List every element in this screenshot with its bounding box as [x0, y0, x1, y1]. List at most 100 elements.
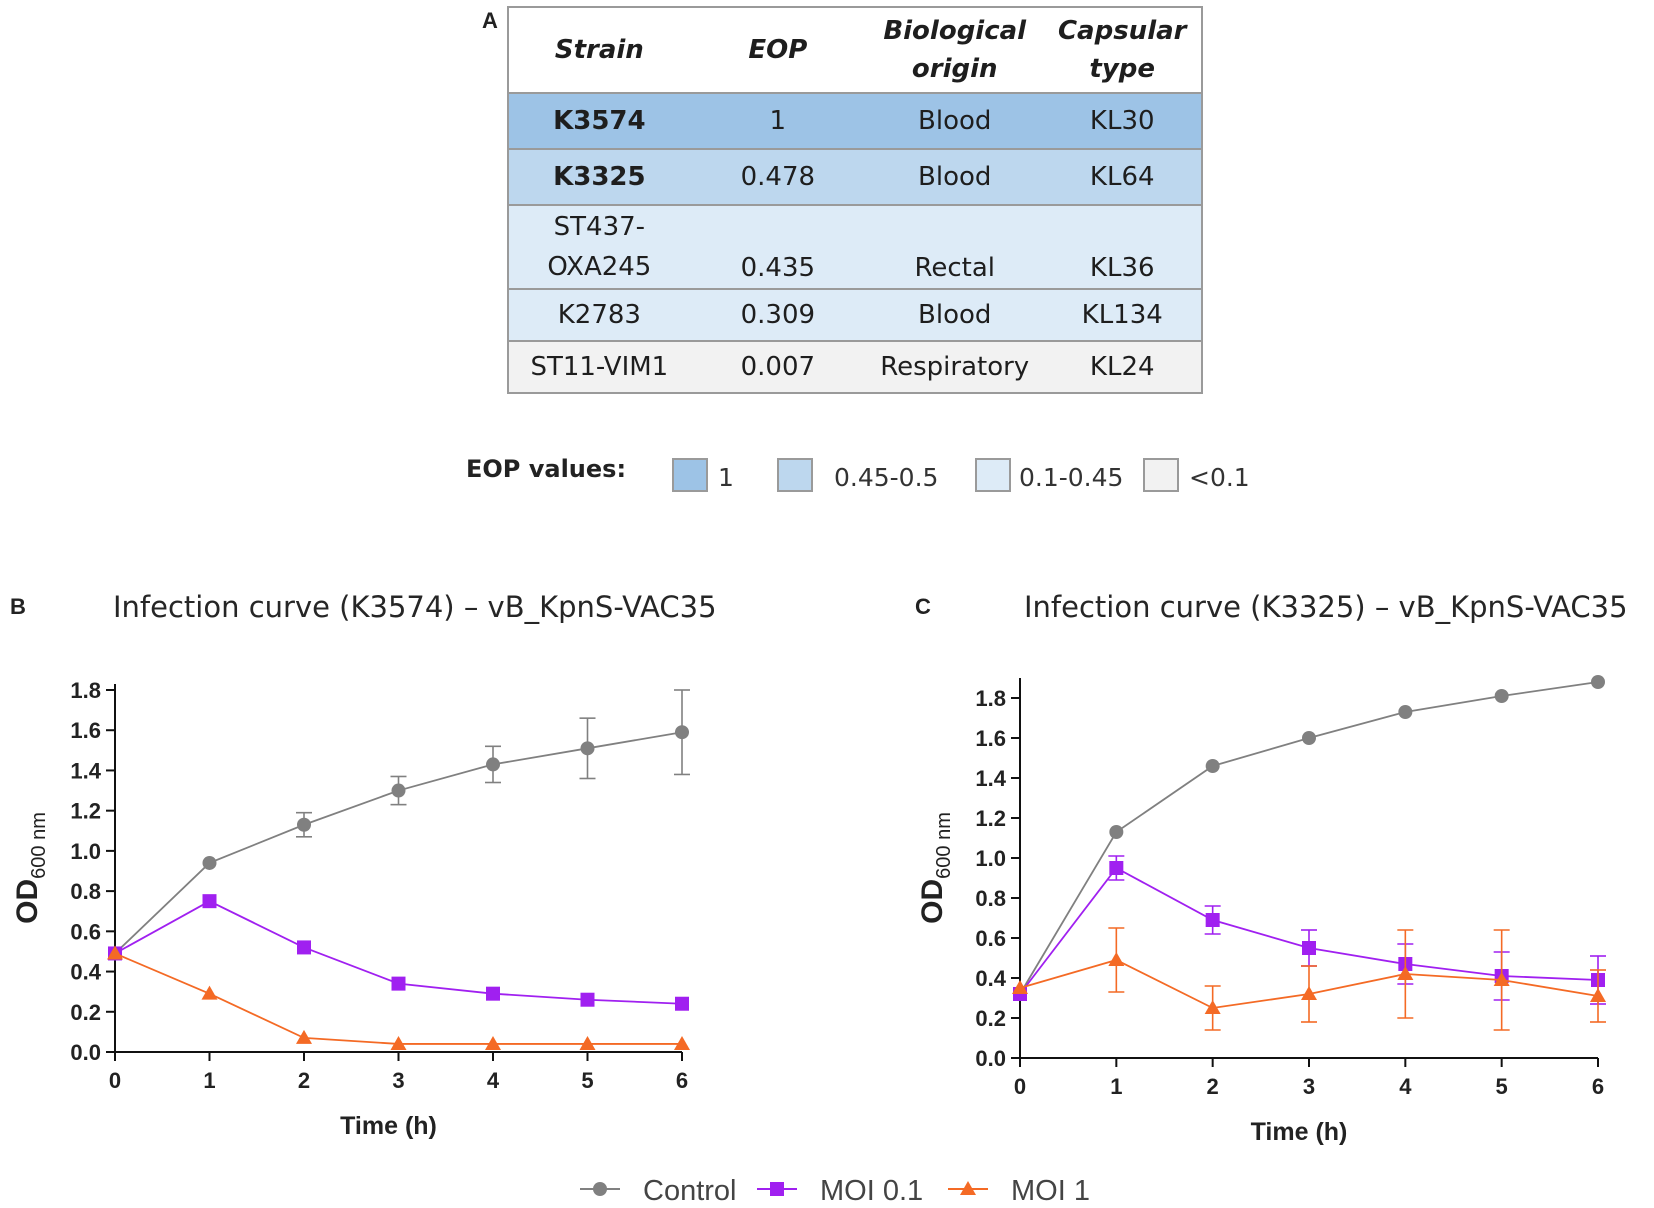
- series-moi-1: [1012, 927, 1606, 1031]
- x-tick-label: 4: [1399, 1074, 1412, 1099]
- y-tick-label: 0.4: [70, 960, 101, 985]
- legend-label: MOI 0.1: [820, 1175, 923, 1207]
- strain-name: ST11-VIM1: [530, 352, 669, 382]
- data-point: [1205, 913, 1220, 927]
- eop-legend-label: 1: [718, 463, 734, 492]
- data-point: [1301, 986, 1317, 1000]
- data-point: [1109, 861, 1124, 875]
- y-tick-label: 0.8: [70, 879, 101, 904]
- y-tick-label: 1.2: [975, 806, 1006, 831]
- table-row: K2783 0.309 Blood KL134: [508, 288, 1202, 341]
- table-row: K3574 1 Blood KL30: [508, 92, 1202, 149]
- x-tick-label: 0: [1014, 1074, 1026, 1099]
- header-origin-line1: Biological: [883, 16, 1027, 46]
- chart-c-title: Infection curve (K3325) – vB_KpnS-VAC35: [1024, 590, 1628, 624]
- eop-legend-label: 0.1-0.45: [1019, 463, 1124, 492]
- strain-name-line1: ST437-: [553, 212, 646, 242]
- strain-name: K2783: [557, 300, 641, 330]
- cell-capsular: KL64: [1043, 148, 1202, 205]
- data-point: [391, 976, 406, 991]
- x-tick-label: 4: [487, 1068, 500, 1093]
- cell-strain: K2783: [508, 288, 690, 341]
- cell-strain: K3574: [508, 92, 690, 149]
- series-line: [114, 731, 683, 955]
- strain-name-line2: OXA245: [547, 252, 652, 282]
- table-row: K3325 0.478 Blood KL64: [508, 148, 1202, 205]
- cell-eop: 0.309: [689, 288, 866, 341]
- data-point: [296, 1029, 312, 1044]
- eop-value: 0.435: [740, 253, 816, 283]
- data-point: [485, 1035, 501, 1050]
- y-tick-label: 0.0: [70, 1040, 101, 1065]
- header-origin-line2: origin: [911, 54, 998, 84]
- y-tick-label: 1.8: [975, 686, 1006, 711]
- eop-legend-swatch: [1143, 458, 1179, 492]
- y-tick-label: 1.0: [70, 839, 101, 864]
- cell-eop: 1: [689, 92, 866, 149]
- data-point: [107, 945, 123, 960]
- series-moi-0-1: [108, 894, 689, 1011]
- data-point: [1302, 731, 1316, 745]
- series-line: [114, 952, 682, 1045]
- data-point: [390, 1035, 407, 1050]
- y-tick-label: 1.4: [70, 758, 101, 783]
- data-point: [580, 741, 595, 756]
- data-point: [1398, 705, 1413, 719]
- data-point: [391, 783, 406, 798]
- cell-capsular: KL24: [1043, 340, 1202, 393]
- chart-c: 0 1 2 3 4 5 6 0.0 0.2 0.4 0.6 0.8 1.0 1.2 1.4 1.6 1.8 Tim…: [916, 675, 1606, 1146]
- y-tick-label: 0.6: [70, 919, 101, 944]
- chart-b: 0 1 2 3 4 5 6 0.0 0.2 0.4 0.6 0.8 1.0 1.2 1.4 1.6 1.8 Tim…: [11, 678, 690, 1140]
- data-point: [1108, 952, 1125, 966]
- cell-origin: Blood: [865, 288, 1044, 341]
- series-control: [1013, 675, 1605, 1001]
- data-point: [674, 1035, 690, 1050]
- data-point: [1012, 980, 1028, 994]
- legend-label: Control: [643, 1175, 737, 1207]
- panel-label-b: B: [10, 594, 26, 619]
- cell-strain: ST11-VIM1: [508, 340, 690, 393]
- panel-label-c: C: [915, 594, 931, 619]
- data-point: [580, 992, 595, 1007]
- legend-label: MOI 1: [1011, 1175, 1090, 1207]
- strain-name: K3325: [553, 162, 646, 192]
- cell-eop: 0.478: [689, 148, 866, 205]
- x-tick-label: 3: [1303, 1074, 1315, 1099]
- table-row: ST11-VIM1 0.007 Respiratory KL24: [508, 340, 1202, 393]
- eop-table: Strain EOP Biological origin Capsular type…: [507, 6, 1203, 394]
- y-axis-label: OD600 nm: [11, 812, 50, 924]
- y-tick-label: 0.0: [975, 1046, 1006, 1071]
- eop-legend-swatch: [672, 458, 708, 492]
- cell-strain: K3325: [508, 148, 690, 205]
- origin-value: Rectal: [914, 253, 995, 283]
- data-point: [1493, 972, 1510, 986]
- data-point: [1494, 689, 1509, 703]
- y-axis-label-subscript: 600 nm: [28, 812, 50, 879]
- cell-origin: Rectal: [865, 204, 1044, 289]
- strain-name: K3574: [553, 106, 646, 136]
- header-capsular-line1: Capsular: [1057, 16, 1187, 46]
- data-point: [579, 1035, 596, 1050]
- cell-strain: ST437- OXA245: [508, 204, 690, 289]
- header-capsular-type: Capsular type: [1043, 7, 1202, 93]
- eop-legend-title: EOP values:: [466, 455, 627, 483]
- x-axis-label: Time (h): [340, 1112, 437, 1140]
- eop-legend-swatch: [975, 458, 1011, 492]
- header-origin: Biological origin: [866, 7, 1044, 93]
- eop-legend-label: <0.1: [1189, 463, 1250, 492]
- data-point: [1205, 759, 1220, 773]
- cell-eop: 0.007: [689, 340, 866, 393]
- cell-origin: Blood: [865, 92, 1044, 149]
- x-tick-label: 2: [298, 1068, 310, 1093]
- data-point: [675, 996, 689, 1011]
- x-tick-label: 1: [1110, 1074, 1122, 1099]
- data-point: [1204, 1000, 1221, 1014]
- x-tick-label: 5: [581, 1068, 593, 1093]
- y-tick-label: 0.8: [975, 886, 1006, 911]
- x-axis-label: Time (h): [1251, 1118, 1348, 1146]
- header-eop: EOP: [748, 35, 808, 65]
- header-strain: Strain: [554, 35, 644, 65]
- data-point: [1302, 941, 1316, 955]
- data-point: [1397, 966, 1414, 980]
